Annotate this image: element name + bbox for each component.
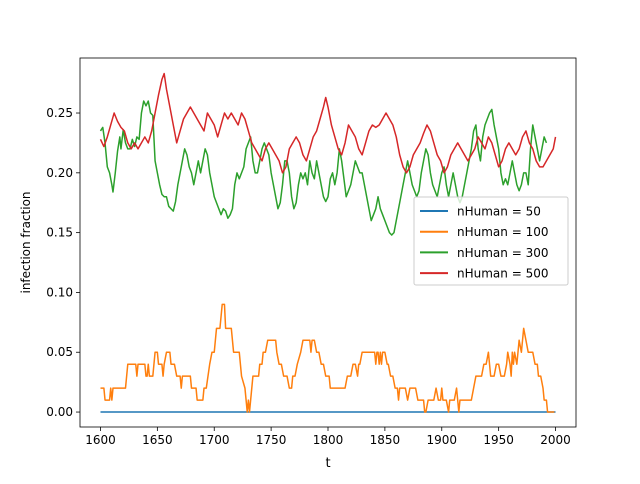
- legend-label-1: nHuman = 50: [457, 205, 541, 219]
- y-tick-label: 0.15: [46, 226, 73, 240]
- x-tick-label: 1900: [426, 433, 457, 447]
- x-axis-label: t: [325, 456, 330, 471]
- series-layer: [99, 72, 557, 413]
- x-tick-label: 1750: [256, 433, 287, 447]
- legend-entries: nHuman = 50 nHuman = 100 nHuman = 300 nHuma…: [420, 205, 548, 281]
- legend: nHuman = 50 nHuman = 100 nHuman = 300 nHuma…: [413, 196, 569, 286]
- y-tick-label: 0.10: [46, 285, 73, 299]
- x-tick-label: 2000: [540, 433, 571, 447]
- y-axis-label: infection fraction: [19, 191, 33, 293]
- legend-label-2: nHuman = 100: [457, 225, 548, 239]
- y-tick-label: 0.25: [46, 106, 73, 120]
- x-tick-label: 1650: [142, 433, 173, 447]
- legend-box: [413, 196, 569, 286]
- y-tick-label: 0.20: [46, 166, 73, 180]
- y-axis-ticks: 0.00 0.05 0.10 0.15 0.20 0.25: [46, 106, 80, 419]
- series-line-4: [99, 72, 557, 174]
- legend-label-3: nHuman = 300: [457, 246, 548, 260]
- x-tick-label: 1700: [199, 433, 230, 447]
- series-line-2: [100, 303, 555, 413]
- series-line-3: [99, 100, 548, 236]
- x-tick-label: 1600: [85, 433, 116, 447]
- x-tick-label: 1950: [483, 433, 514, 447]
- x-tick-label: 1850: [370, 433, 401, 447]
- legend-label-4: nHuman = 500: [457, 267, 548, 281]
- y-tick-label: 0.00: [46, 405, 73, 419]
- x-tick-label: 1800: [313, 433, 344, 447]
- y-tick-label: 0.05: [46, 345, 73, 359]
- x-axis-ticks: 1600 1650 1700 1750 1800 1850 1900 1950 2000: [85, 427, 571, 447]
